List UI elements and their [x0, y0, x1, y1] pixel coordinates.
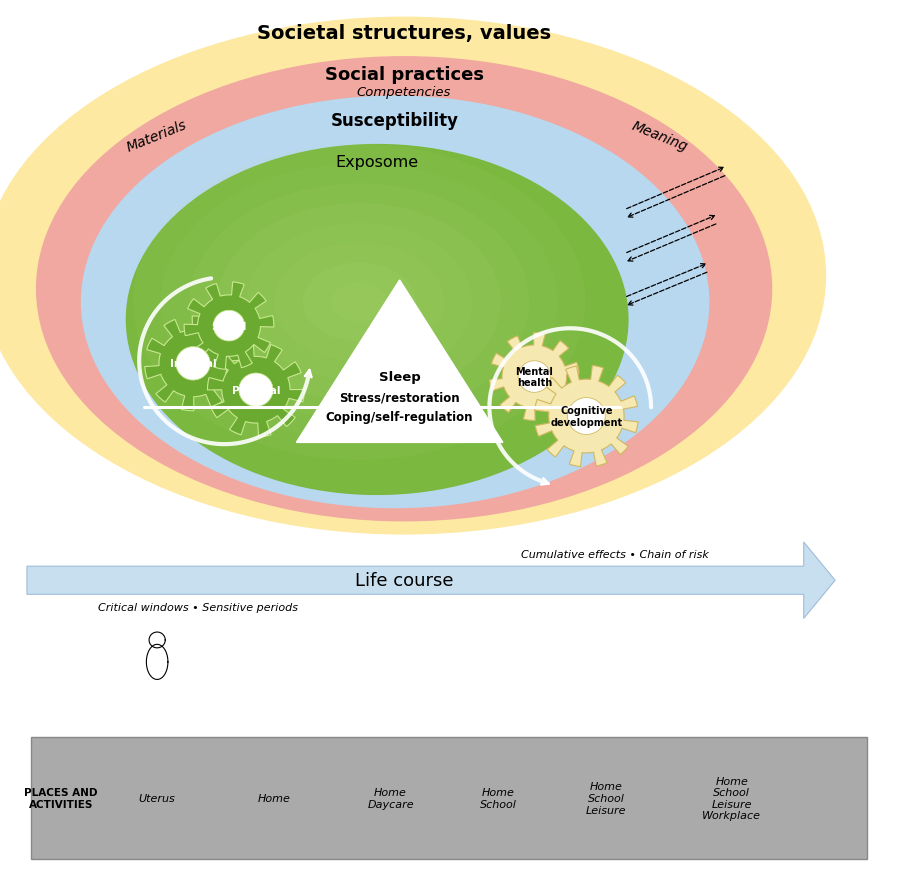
Polygon shape: [489, 333, 579, 421]
Ellipse shape: [274, 243, 445, 361]
Polygon shape: [518, 361, 550, 393]
Ellipse shape: [246, 224, 472, 381]
Text: Home
School
Leisure
Workplace: Home School Leisure Workplace: [702, 775, 762, 821]
Ellipse shape: [126, 145, 629, 496]
Ellipse shape: [0, 18, 826, 535]
Ellipse shape: [133, 145, 585, 460]
Text: Exposome: Exposome: [336, 154, 418, 170]
Text: Cognitive
development: Cognitive development: [550, 406, 622, 427]
Text: Societal structures, values: Societal structures, values: [257, 24, 551, 43]
Text: Internal: Internal: [170, 359, 216, 369]
Polygon shape: [176, 347, 210, 381]
Polygon shape: [214, 311, 244, 341]
Text: Materials: Materials: [125, 118, 189, 154]
Text: Home
School
Leisure: Home School Leisure: [585, 781, 627, 815]
Text: PLACES AND
ACTIVITIES: PLACES AND ACTIVITIES: [24, 788, 98, 809]
Polygon shape: [207, 343, 304, 438]
Ellipse shape: [36, 57, 772, 522]
Text: Mental
health: Mental health: [515, 367, 553, 388]
Text: Susceptibility: Susceptibility: [331, 112, 459, 130]
Ellipse shape: [189, 184, 529, 421]
Text: Physical: Physical: [232, 385, 280, 396]
Polygon shape: [145, 317, 242, 411]
Text: Social: Social: [211, 321, 247, 332]
Polygon shape: [27, 542, 835, 619]
Text: Critical windows • Sensitive periods: Critical windows • Sensitive periods: [98, 602, 297, 612]
Text: Cumulative effects • Chain of risk: Cumulative effects • Chain of risk: [521, 549, 709, 560]
Text: Sleep: Sleep: [379, 371, 420, 383]
Text: Stress/restoration: Stress/restoration: [339, 391, 460, 403]
Ellipse shape: [81, 96, 709, 509]
Ellipse shape: [303, 263, 416, 342]
Text: Uterus: Uterus: [139, 793, 175, 803]
Polygon shape: [534, 366, 638, 467]
Text: Meaning: Meaning: [630, 118, 690, 153]
Polygon shape: [239, 374, 273, 407]
Text: Home
Daycare: Home Daycare: [367, 788, 414, 809]
Polygon shape: [184, 282, 274, 370]
Polygon shape: [296, 281, 503, 443]
Ellipse shape: [161, 165, 557, 441]
Ellipse shape: [330, 282, 388, 323]
Polygon shape: [568, 398, 605, 435]
Text: Life course: Life course: [355, 572, 453, 589]
Text: Coping/self-regulation: Coping/self-regulation: [326, 410, 473, 423]
Text: Home
School: Home School: [480, 788, 517, 809]
FancyBboxPatch shape: [31, 737, 867, 859]
Text: Social practices: Social practices: [324, 66, 484, 83]
Text: Competencies: Competencies: [357, 86, 452, 98]
Ellipse shape: [217, 204, 501, 402]
Text: Home: Home: [258, 793, 290, 803]
